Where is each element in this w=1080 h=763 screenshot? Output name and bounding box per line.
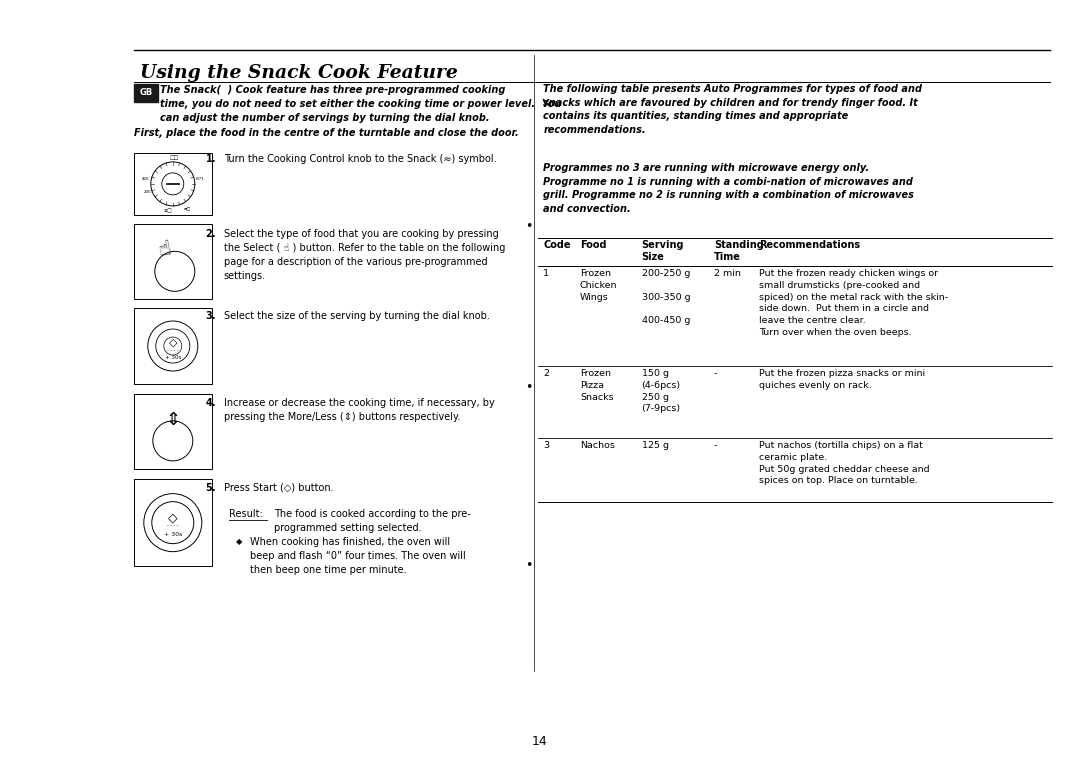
Text: 200-250 g

300-350 g

400-450 g: 200-250 g 300-350 g 400-450 g [642, 269, 690, 325]
Text: + 30s: + 30s [164, 355, 181, 359]
Text: The food is cooked according to the pre-
programmed setting selected.: The food is cooked according to the pre-… [273, 509, 470, 533]
Text: ◆: ◆ [235, 537, 242, 546]
Text: 2: 2 [543, 369, 550, 378]
Text: -: - [714, 441, 717, 450]
Text: 0/71: 0/71 [195, 177, 204, 181]
Text: 2.: 2. [205, 229, 216, 239]
Text: Put nachos (tortilla chips) on a flat
ceramic plate.
Put 50g grated cheddar chee: Put nachos (tortilla chips) on a flat ce… [759, 441, 930, 485]
Text: •: • [526, 559, 532, 572]
Text: -: - [714, 369, 717, 378]
Text: - - - -: - - - - [167, 347, 178, 353]
Text: 150 g
(4-6pcs)
250 g
(7-9pcs): 150 g (4-6pcs) 250 g (7-9pcs) [642, 369, 680, 414]
Text: Put the frozen ready chicken wings or
small drumsticks (pre-cooked and
spiced) o: Put the frozen ready chicken wings or sm… [759, 269, 948, 337]
Text: 400-: 400- [141, 177, 150, 181]
Text: 125 g: 125 g [642, 441, 669, 450]
Text: 4.: 4. [205, 398, 216, 407]
Text: The following table presents Auto Programmes for types of food and
snacks which : The following table presents Auto Progra… [543, 84, 922, 135]
Text: The Snack(  ) Cook feature has three pre-programmed cooking
time, you do not nee: The Snack( ) Cook feature has three pre-… [160, 85, 562, 123]
Text: •: • [526, 381, 532, 394]
Text: •: • [526, 220, 532, 233]
Text: Food: Food [580, 240, 607, 250]
Text: 3: 3 [543, 441, 550, 450]
Bar [134, 84, 158, 102]
Text: 14: 14 [532, 735, 548, 749]
Text: 1.: 1. [205, 154, 216, 164]
Text: Turn the Cooking Control knob to the Snack (≈) symbol.: Turn the Cooking Control knob to the Sna… [224, 154, 496, 178]
Text: ≡□: ≡□ [163, 208, 172, 214]
Bar [134, 153, 212, 215]
Text: Frozen
Pizza
Snacks: Frozen Pizza Snacks [580, 369, 613, 401]
Text: ⇕: ⇕ [165, 410, 180, 429]
Text: Nachos: Nachos [580, 441, 615, 450]
Text: 2 min: 2 min [714, 269, 741, 278]
Bar [134, 479, 212, 566]
Text: - - - -: - - - - [167, 523, 178, 528]
Text: ≡□: ≡□ [184, 207, 190, 211]
Text: Put the frozen pizza snacks or mini
quiches evenly on rack.: Put the frozen pizza snacks or mini quic… [759, 369, 926, 390]
Text: GB: GB [139, 89, 152, 98]
Text: Using the Snack Cook Feature: Using the Snack Cook Feature [140, 64, 458, 82]
Text: Code: Code [543, 240, 570, 250]
Text: When cooking has finished, the oven will
beep and flash “0” four times. The oven: When cooking has finished, the oven will… [249, 537, 465, 575]
Text: Select the type of food that you are cooking by pressing
the Select ( ☝ ) button: Select the type of food that you are coo… [224, 229, 505, 281]
Text: Standing
Time: Standing Time [714, 240, 764, 262]
Text: Select the size of the serving by turning the dial knob.: Select the size of the serving by turnin… [224, 311, 489, 320]
Text: Programmes no 3 are running with microwave energy only.
Programme no 1 is runnin: Programmes no 3 are running with microwa… [543, 163, 914, 214]
Text: First, place the food in the centre of the turntable and close the door.: First, place the food in the centre of t… [134, 128, 518, 138]
Bar [134, 224, 212, 299]
Text: 1: 1 [543, 269, 550, 278]
Text: + 30s: + 30s [163, 532, 183, 537]
Text: ◇: ◇ [168, 511, 177, 524]
Text: 3.: 3. [205, 311, 216, 320]
Text: ◇: ◇ [168, 338, 177, 348]
Text: □□: □□ [170, 156, 178, 160]
Text: ☝: ☝ [157, 238, 173, 260]
Text: Increase or decrease the cooking time, if necessary, by
pressing the More/Less (: Increase or decrease the cooking time, i… [224, 398, 495, 421]
Text: Serving
Size: Serving Size [642, 240, 684, 262]
Text: 5.: 5. [205, 483, 216, 493]
Text: Recommendations: Recommendations [759, 240, 861, 250]
Text: Result:: Result: [229, 509, 262, 519]
Text: Frozen
Chicken
Wings: Frozen Chicken Wings [580, 269, 618, 301]
Text: Press Start (◇) button.: Press Start (◇) button. [224, 483, 334, 493]
Bar [134, 394, 212, 469]
Bar [134, 308, 212, 384]
Text: 200-: 200- [144, 190, 152, 194]
